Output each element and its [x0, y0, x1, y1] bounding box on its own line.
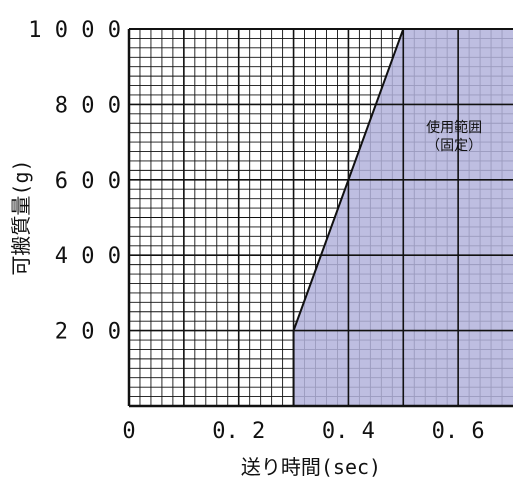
y-tick-label: 6 0 0 — [55, 169, 121, 194]
tick-labels: 2 0 0 4 0 0 6 0 0 8 0 0 1 0 0 0 0 0. 2 0. 4 0. 6 — [28, 18, 484, 444]
region-label-line-2: （固定） — [426, 138, 482, 154]
x-axis-label: 送り時間(sec) — [241, 455, 381, 479]
region-annotation: 使用範囲 （固定） — [426, 119, 482, 154]
y-tick-label: 8 0 0 — [55, 93, 121, 118]
x-tick-label: 0. 6 — [432, 419, 485, 444]
y-tick-label: 1 0 0 0 — [28, 18, 121, 43]
x-tick-label: 0 — [122, 419, 135, 444]
region-label-line-1: 使用範囲 — [426, 119, 482, 136]
y-tick-label: 4 0 0 — [55, 244, 121, 269]
major-grid — [129, 29, 513, 406]
x-tick-label: 0. 4 — [322, 419, 375, 444]
axis-labels: 送り時間(sec) 可搬質量(g) — [9, 159, 381, 479]
y-tick-label: 2 0 0 — [55, 320, 121, 345]
x-tick-label: 0. 2 — [212, 419, 265, 444]
axes — [127, 28, 513, 408]
y-axis-label: 可搬質量(g) — [9, 159, 33, 275]
